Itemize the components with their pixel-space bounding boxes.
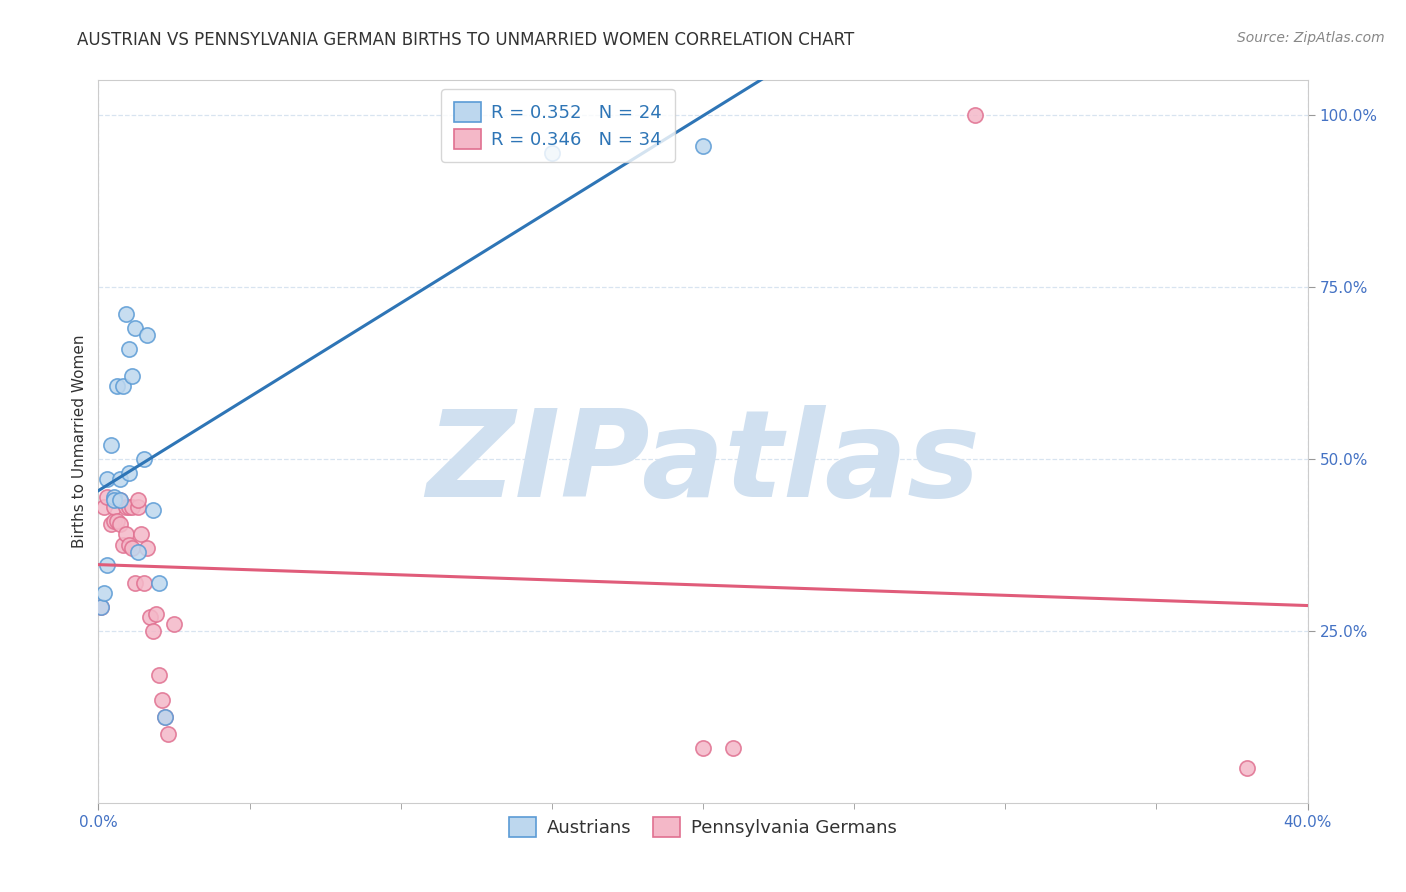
- Point: [105, 379, 128, 393]
- Point: [127, 500, 149, 514]
- Point: [108, 472, 131, 486]
- Point: [129, 527, 152, 541]
- Point: [96, 472, 118, 486]
- Point: [105, 514, 128, 528]
- Point: [1236, 761, 1258, 775]
- Point: [100, 517, 122, 532]
- Point: [148, 575, 170, 590]
- Point: [692, 138, 714, 153]
- Point: [90, 599, 112, 614]
- Point: [118, 466, 141, 480]
- Point: [127, 544, 149, 558]
- Point: [121, 369, 143, 384]
- Point: [150, 692, 173, 706]
- Point: [108, 493, 131, 508]
- Point: [108, 493, 131, 508]
- Point: [153, 710, 176, 724]
- Point: [118, 342, 141, 356]
- Point: [118, 500, 141, 514]
- Point: [132, 575, 155, 590]
- Point: [108, 517, 131, 532]
- Point: [139, 610, 162, 624]
- Point: [121, 500, 143, 514]
- Point: [723, 740, 745, 755]
- Point: [96, 490, 118, 504]
- Point: [132, 451, 155, 466]
- Point: [103, 514, 125, 528]
- Point: [540, 145, 562, 160]
- Point: [114, 307, 136, 321]
- Point: [965, 108, 987, 122]
- Point: [145, 607, 167, 621]
- Text: ZIPatlas: ZIPatlas: [426, 405, 980, 522]
- Point: [124, 575, 146, 590]
- Point: [114, 500, 136, 514]
- Legend: Austrians, Pennsylvania Germans: Austrians, Pennsylvania Germans: [502, 810, 904, 845]
- Point: [96, 558, 118, 573]
- Point: [142, 624, 165, 638]
- Point: [148, 668, 170, 682]
- Point: [142, 503, 165, 517]
- Point: [111, 379, 134, 393]
- Point: [111, 538, 134, 552]
- Point: [156, 727, 179, 741]
- Point: [153, 710, 176, 724]
- Point: [135, 541, 157, 556]
- Text: Source: ZipAtlas.com: Source: ZipAtlas.com: [1237, 31, 1385, 45]
- Point: [135, 327, 157, 342]
- Point: [118, 538, 141, 552]
- Point: [127, 493, 149, 508]
- Point: [103, 490, 125, 504]
- Point: [93, 586, 115, 600]
- Point: [692, 740, 714, 755]
- Point: [163, 616, 186, 631]
- Point: [90, 599, 112, 614]
- Text: AUSTRIAN VS PENNSYLVANIA GERMAN BIRTHS TO UNMARRIED WOMEN CORRELATION CHART: AUSTRIAN VS PENNSYLVANIA GERMAN BIRTHS T…: [77, 31, 855, 49]
- Point: [103, 493, 125, 508]
- Y-axis label: Births to Unmarried Women: Births to Unmarried Women: [72, 334, 87, 549]
- Point: [124, 321, 146, 335]
- Point: [114, 527, 136, 541]
- Point: [103, 500, 125, 514]
- Point: [93, 500, 115, 514]
- Point: [100, 438, 122, 452]
- Point: [121, 541, 143, 556]
